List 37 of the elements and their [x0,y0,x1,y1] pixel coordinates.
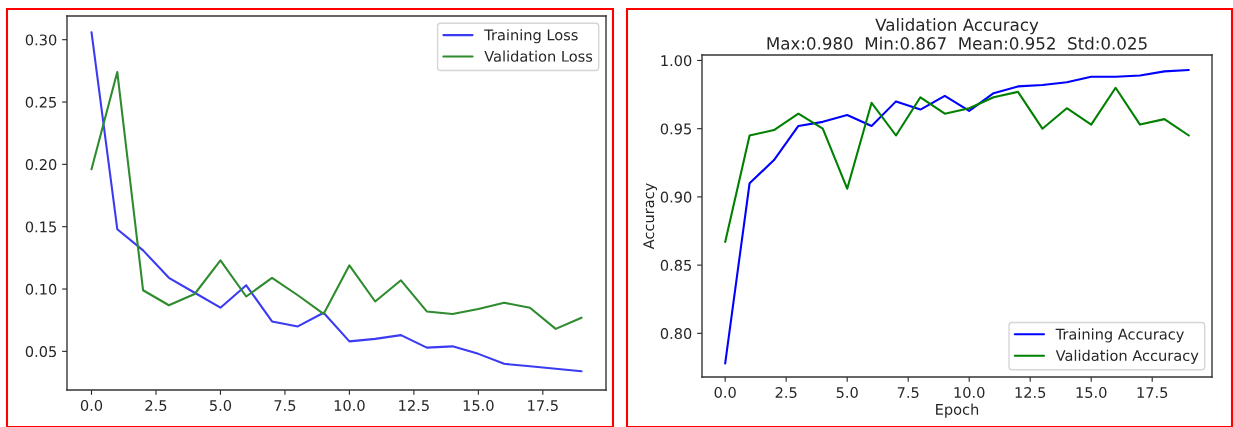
x-tick-label: 17.5 [1137,387,1168,399]
y-tick-label: 1.00 [661,55,692,67]
line-series [724,86,1190,243]
y-axis-title: Accuracy [643,183,658,250]
x-tick-label: 15.0 [463,399,494,412]
y-tick-label: 0.15 [25,221,56,233]
chart-title: Validation Accuracy [875,18,1039,35]
y-tick-label: 0.05 [25,346,56,358]
y-tick-label: 0.80 [660,328,692,340]
x-tick-label: 15.0 [1076,386,1107,399]
y-tick-label: 0.90 [660,191,692,203]
x-tick-label: 7.5 [897,387,919,399]
x-tick-label: 0.0 [714,386,736,399]
x-tick-label: 7.5 [274,400,296,412]
x-tick-label: 5.0 [836,386,858,399]
x-tick-label: 5.0 [209,399,232,412]
y-tick-label: 0.85 [660,259,691,271]
y-tick-label: 0.10 [25,283,57,295]
y-tick-label: 0.20 [25,159,57,171]
legend-label: Training Accuracy [1055,328,1184,343]
x-tick-label: 10.0 [334,399,365,412]
chart-subtitle: Max:0.980 Min:0.867 Mean:0.952 Std:0.025 [767,36,1147,50]
x-axis-title: Epoch [936,403,979,418]
legend-label: Validation Accuracy [1055,349,1199,364]
x-tick-label: 2.5 [775,386,797,399]
y-tick-label: 0.95 [660,123,691,135]
x-tick-label: 17.5 [528,400,558,412]
y-tick-label: 0.30 [25,34,57,46]
x-tick-label: 12.5 [399,399,429,412]
legend-label: Training Loss [484,29,578,44]
x-tick-label: 10.0 [954,386,985,399]
x-tick-label: 0.0 [80,399,103,412]
legend-label: Validation Loss [484,50,593,62]
line-series [90,71,583,330]
x-tick-label: 12.5 [1015,386,1046,399]
x-tick-label: 2.5 [145,399,167,412]
y-tick-label: 0.25 [25,96,56,108]
